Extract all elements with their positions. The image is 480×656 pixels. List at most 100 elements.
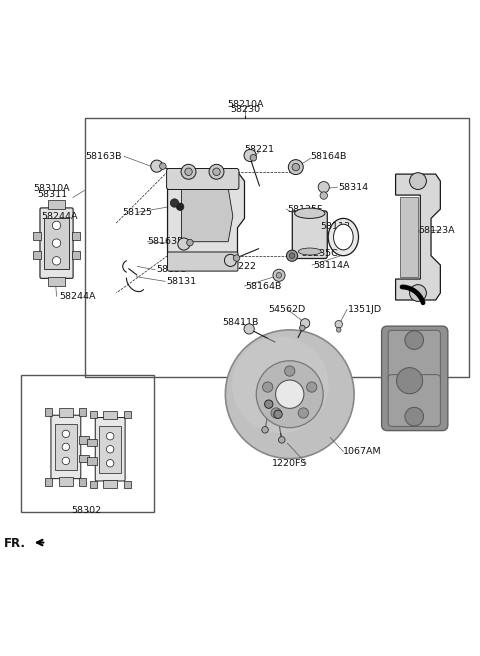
Text: 54562D: 54562D xyxy=(269,305,306,314)
Text: 58164B: 58164B xyxy=(311,152,347,161)
Text: 1067AM: 1067AM xyxy=(343,447,382,456)
Text: 58230: 58230 xyxy=(230,105,261,114)
Ellipse shape xyxy=(299,248,321,255)
Bar xyxy=(79,408,86,416)
Text: 58221: 58221 xyxy=(244,146,275,154)
Circle shape xyxy=(107,432,114,440)
Bar xyxy=(45,478,52,485)
Bar xyxy=(55,424,77,470)
Text: 58235C: 58235C xyxy=(301,249,338,258)
Bar xyxy=(79,436,89,443)
Circle shape xyxy=(170,199,179,207)
Circle shape xyxy=(185,168,192,176)
Circle shape xyxy=(278,437,285,443)
Circle shape xyxy=(160,163,166,169)
Circle shape xyxy=(178,238,190,250)
Circle shape xyxy=(151,160,163,173)
Text: 58123A: 58123A xyxy=(418,226,455,236)
Polygon shape xyxy=(181,188,233,241)
Circle shape xyxy=(107,459,114,467)
Circle shape xyxy=(52,256,61,265)
FancyBboxPatch shape xyxy=(292,211,327,258)
FancyBboxPatch shape xyxy=(95,418,125,481)
Circle shape xyxy=(273,269,285,281)
Circle shape xyxy=(289,253,295,258)
Text: 58222: 58222 xyxy=(227,262,257,271)
Circle shape xyxy=(225,255,237,266)
Circle shape xyxy=(187,239,193,246)
Text: 58125F: 58125F xyxy=(288,205,323,214)
Polygon shape xyxy=(396,174,440,300)
Text: 1351JD: 1351JD xyxy=(348,305,382,314)
Text: 58411B: 58411B xyxy=(223,318,259,327)
Text: 58164B: 58164B xyxy=(245,281,282,291)
Ellipse shape xyxy=(232,337,329,433)
Circle shape xyxy=(62,443,70,451)
Bar xyxy=(90,480,96,488)
Circle shape xyxy=(300,319,310,328)
Ellipse shape xyxy=(295,208,325,218)
Bar xyxy=(87,438,96,446)
Circle shape xyxy=(336,327,341,332)
Bar xyxy=(72,232,80,240)
Circle shape xyxy=(262,426,268,433)
Text: 58244A: 58244A xyxy=(41,212,78,220)
Circle shape xyxy=(307,382,317,392)
Bar xyxy=(21,375,154,512)
FancyBboxPatch shape xyxy=(167,169,239,190)
Text: 58311: 58311 xyxy=(37,190,67,199)
FancyBboxPatch shape xyxy=(51,415,81,479)
Text: 58163B: 58163B xyxy=(85,152,122,161)
Circle shape xyxy=(52,221,61,230)
Circle shape xyxy=(409,285,426,301)
Text: 58113: 58113 xyxy=(320,222,350,231)
Bar xyxy=(124,480,131,488)
Circle shape xyxy=(256,361,323,428)
Text: 58131: 58131 xyxy=(166,277,196,286)
Ellipse shape xyxy=(334,224,353,250)
Circle shape xyxy=(300,325,305,331)
Circle shape xyxy=(107,445,114,453)
Bar xyxy=(59,478,73,485)
Bar xyxy=(400,197,418,277)
Circle shape xyxy=(62,457,70,464)
Circle shape xyxy=(250,155,257,161)
Circle shape xyxy=(276,380,304,409)
Bar xyxy=(48,277,65,286)
Text: 58125: 58125 xyxy=(122,208,152,217)
Circle shape xyxy=(396,367,423,394)
Text: 58302: 58302 xyxy=(72,506,102,516)
Circle shape xyxy=(405,407,423,426)
Circle shape xyxy=(274,410,282,419)
Circle shape xyxy=(318,182,329,193)
Bar xyxy=(124,411,131,418)
Text: FR.: FR. xyxy=(4,537,26,550)
Text: 58210A: 58210A xyxy=(227,100,264,109)
FancyBboxPatch shape xyxy=(388,375,440,426)
Polygon shape xyxy=(168,172,244,256)
Bar xyxy=(59,408,73,417)
FancyBboxPatch shape xyxy=(382,326,448,430)
Bar xyxy=(79,478,86,485)
Circle shape xyxy=(244,150,256,161)
Circle shape xyxy=(335,321,342,328)
Circle shape xyxy=(320,192,327,199)
Circle shape xyxy=(244,324,254,334)
Circle shape xyxy=(181,164,196,179)
Circle shape xyxy=(271,408,281,418)
Circle shape xyxy=(62,430,70,438)
Bar xyxy=(45,408,52,416)
FancyBboxPatch shape xyxy=(388,331,440,382)
Bar xyxy=(48,200,65,209)
Circle shape xyxy=(213,168,220,176)
Circle shape xyxy=(405,331,423,350)
Text: 58163B: 58163B xyxy=(147,237,184,246)
Circle shape xyxy=(292,163,300,171)
Text: 58310A: 58310A xyxy=(34,184,70,193)
Bar xyxy=(87,457,96,464)
Text: 58244A: 58244A xyxy=(59,292,96,301)
Bar xyxy=(33,251,41,258)
Circle shape xyxy=(287,250,298,261)
Circle shape xyxy=(263,382,273,392)
Text: 58131: 58131 xyxy=(156,265,186,274)
